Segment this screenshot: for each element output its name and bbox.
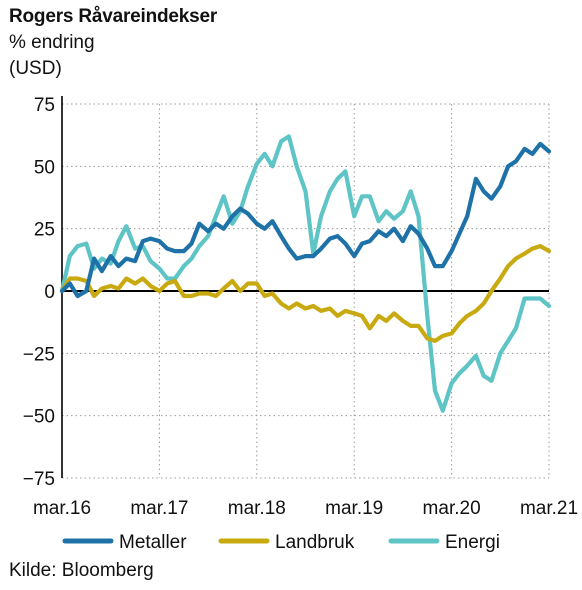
y-tick-label: 25 bbox=[34, 220, 55, 241]
y-tick-label: −25 bbox=[23, 344, 55, 365]
chart-subtitle-currency: (USD) bbox=[9, 58, 62, 79]
x-tick-label: mar.19 bbox=[325, 498, 383, 519]
legend-label-energi: Energi bbox=[445, 532, 500, 553]
x-tick-label: mar.18 bbox=[228, 498, 286, 519]
series-lines bbox=[59, 134, 552, 413]
chart-source: Kilde: Bloomberg bbox=[9, 560, 154, 581]
y-tick-label: 0 bbox=[44, 282, 55, 303]
series-line-landbruk bbox=[59, 244, 552, 343]
series-line-metaller bbox=[59, 141, 552, 299]
y-tick-label: 75 bbox=[34, 95, 55, 116]
y-tick-label: −75 bbox=[23, 469, 55, 490]
y-tick-label: −50 bbox=[23, 407, 55, 428]
y-tick-label: 50 bbox=[34, 157, 55, 178]
chart-subtitle-unit: % endring bbox=[9, 32, 95, 53]
x-tick-label: mar.21 bbox=[520, 498, 578, 519]
legend-label-landbruk: Landbruk bbox=[275, 532, 355, 553]
legend: Metaller Landbruk Energi bbox=[62, 532, 500, 553]
axes: 75 50 25 0 −25 −50 −75 mar.16 mar.17 mar.18 mar.19… bbox=[23, 95, 578, 519]
x-tick-label: mar.16 bbox=[33, 498, 91, 519]
grid-lines bbox=[62, 103, 550, 479]
x-tick-label: mar.20 bbox=[423, 498, 481, 519]
legend-label-metaller: Metaller bbox=[119, 532, 187, 553]
x-tick-label: mar.17 bbox=[130, 498, 188, 519]
chart-title: Rogers Råvareindekser bbox=[9, 6, 218, 27]
